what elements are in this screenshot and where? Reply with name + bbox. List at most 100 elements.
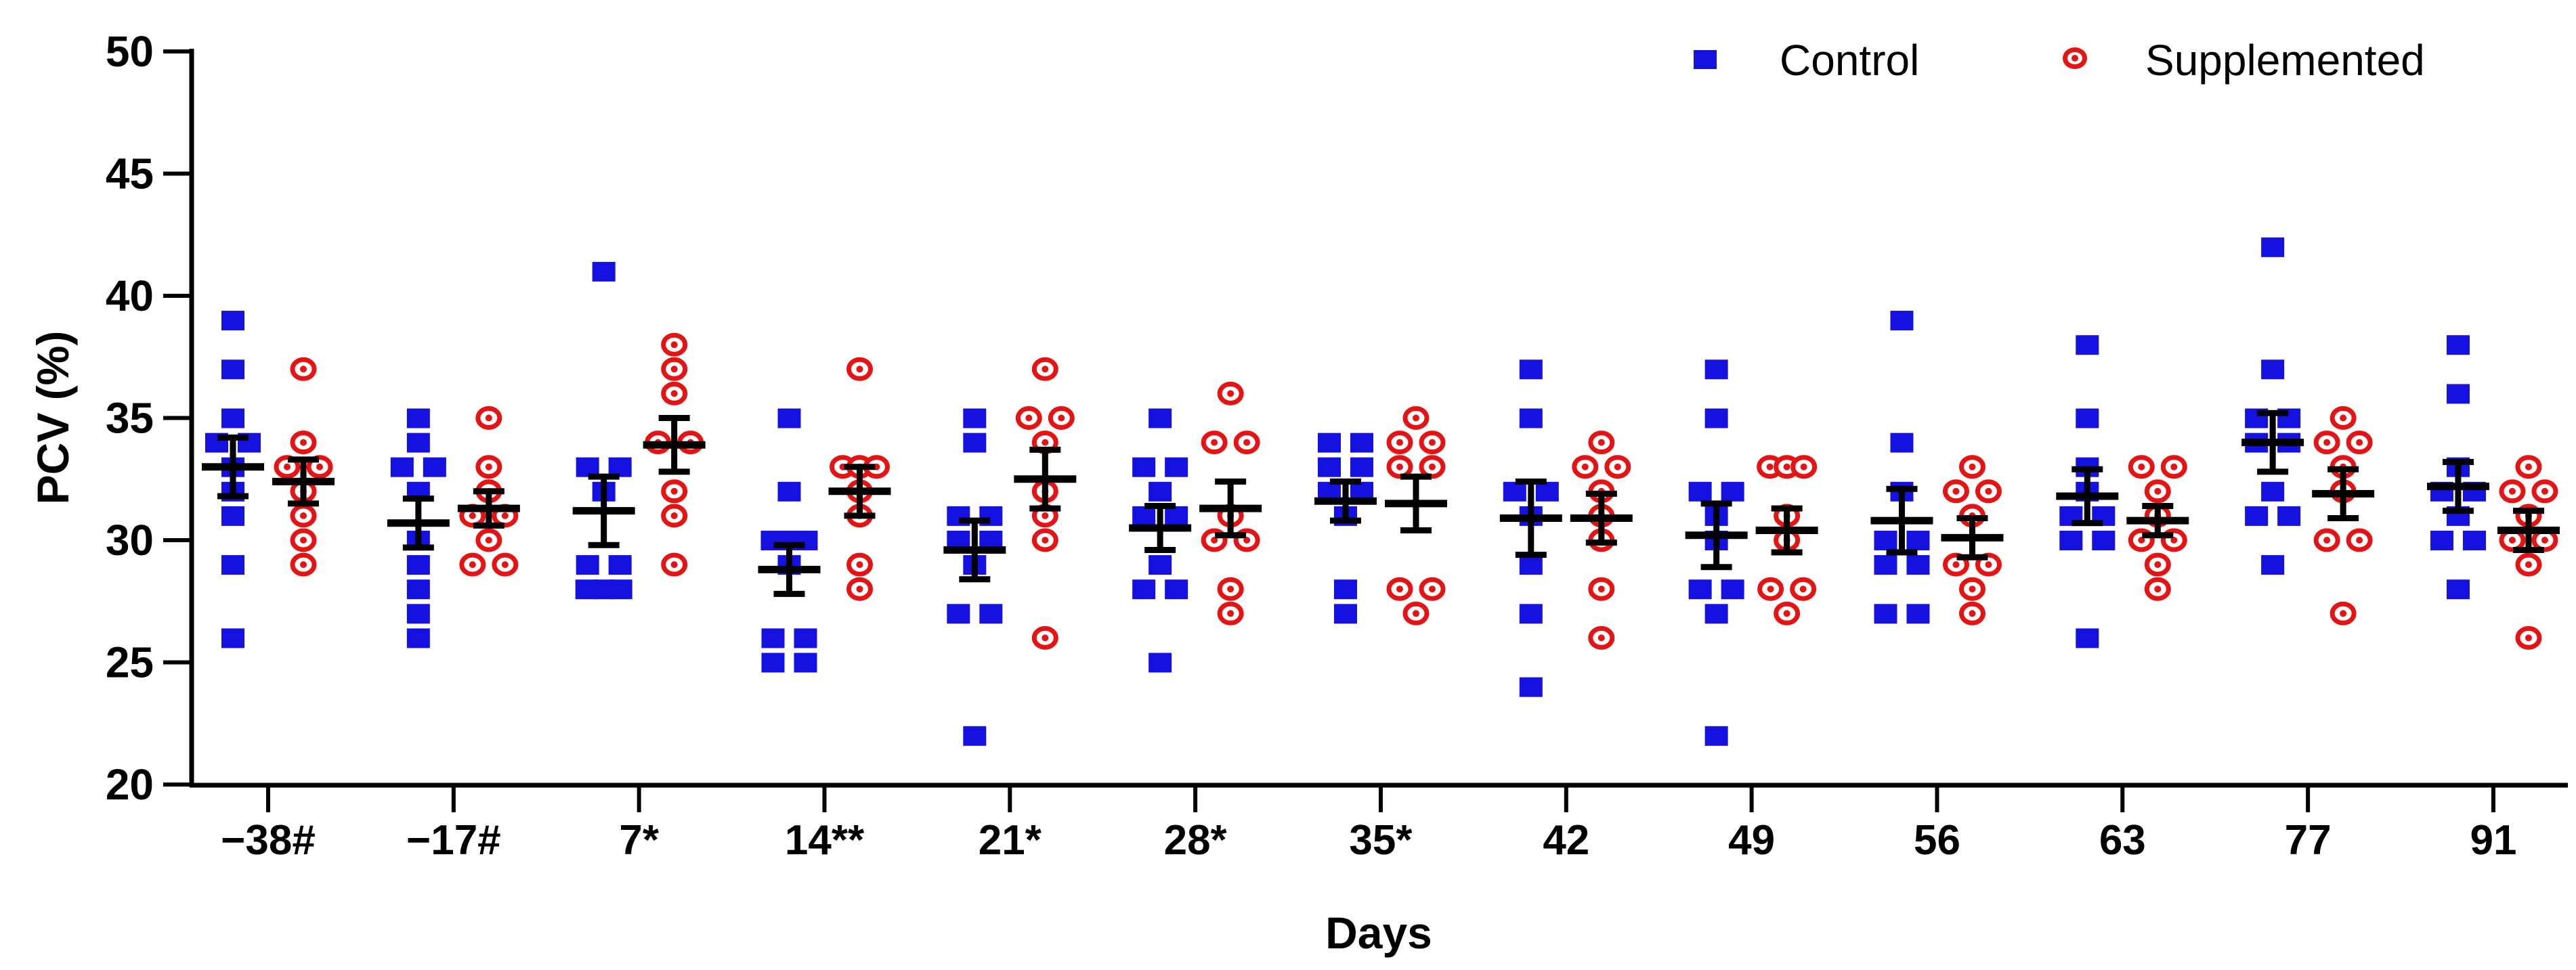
control-point	[2092, 531, 2116, 550]
supplemented-point-dot	[2525, 634, 2532, 642]
supplemented-point-dot	[2340, 414, 2347, 422]
control-point	[221, 555, 244, 575]
supplemented-point-dot	[1412, 414, 1419, 422]
control-point	[1704, 604, 1728, 624]
supplemented-point-dot	[1783, 610, 1790, 617]
supplemented-point-dot	[670, 366, 678, 373]
supplemented-point-dot	[2356, 537, 2363, 544]
control-point	[1704, 359, 1728, 380]
control-point	[2446, 335, 2470, 355]
control-point	[2245, 506, 2269, 526]
control-point	[2462, 531, 2486, 550]
control-point	[406, 604, 430, 624]
supplemented-point-dot	[856, 586, 863, 593]
control-point	[1688, 481, 1712, 502]
control-point	[1317, 457, 1341, 477]
supplemented-point-dot	[2323, 537, 2331, 544]
supplemented-point-dot	[1412, 610, 1419, 617]
supplemented-point-dot	[1985, 561, 1992, 569]
supplemented-point-dot	[2323, 439, 2331, 446]
control-point	[979, 604, 1003, 624]
supplemented-point-dot	[1211, 537, 1218, 544]
control-point	[1317, 433, 1341, 453]
control-point	[1149, 408, 1172, 428]
control-point	[1165, 457, 1188, 477]
control-point	[1149, 481, 1172, 502]
supplemented-point-dot	[1597, 586, 1605, 593]
x-tick-label-4: 21*	[979, 817, 1042, 864]
control-point	[777, 481, 801, 502]
control-point	[2430, 531, 2453, 550]
x-tick-label-11: 77	[2285, 817, 2332, 864]
supplemented-point-dot	[1042, 366, 1049, 373]
supplemented-point-dot	[469, 512, 476, 519]
control-point	[947, 604, 970, 624]
supplemented-point-dot	[670, 561, 678, 569]
y-tick-label-25: 25	[106, 638, 154, 687]
x-tick-label-2: 7*	[619, 817, 659, 864]
supplemented-point-dot	[1597, 634, 1605, 642]
control-point	[2446, 384, 2470, 404]
supplemented-point-dot	[2541, 537, 2548, 544]
control-point	[1350, 457, 1373, 477]
supplemented-point-dot	[469, 561, 476, 569]
supplemented-point-dot	[2170, 463, 2178, 470]
control-point	[592, 261, 616, 282]
supplemented-point-dot	[300, 439, 307, 446]
supplemented-point-dot	[1058, 414, 1065, 422]
control-point	[406, 408, 430, 428]
supplemented-point-dot	[670, 390, 678, 397]
control-point	[1890, 433, 1914, 453]
supplemented-point-dot	[1042, 439, 1049, 446]
control-point	[963, 726, 987, 746]
x-tick-label-1: −17#	[406, 817, 501, 864]
control-point	[2076, 628, 2099, 648]
y-tick-label-50: 50	[106, 27, 154, 76]
control-point	[1535, 481, 1559, 502]
x-axis-title: Days	[1325, 908, 1432, 958]
supplemented-point-dot	[1766, 463, 1774, 470]
control-point	[2261, 481, 2285, 502]
control-point	[2076, 408, 2099, 428]
supplemented-point-dot	[1211, 439, 1218, 446]
supplemented-point-dot	[856, 561, 863, 569]
control-point	[609, 579, 632, 600]
x-tick-label-8: 49	[1728, 817, 1775, 864]
control-point	[963, 433, 987, 453]
supplemented-point-dot	[1042, 537, 1049, 544]
control-point	[221, 506, 244, 526]
legend-label-control: Control	[1780, 36, 1920, 85]
x-tick-label-3: 14**	[785, 817, 865, 864]
supplemented-point-dot	[1800, 463, 1807, 470]
supplemented-point-dot	[1227, 610, 1235, 617]
control-point	[1874, 531, 1897, 550]
control-point	[1149, 555, 1172, 575]
control-point	[1721, 481, 1744, 502]
control-point	[1890, 311, 1914, 331]
control-point	[1132, 457, 1156, 477]
supplemented-point-dot	[1396, 439, 1403, 446]
control-point	[2261, 555, 2285, 575]
supplemented-point-dot	[2340, 610, 2347, 617]
supplemented-point-dot	[2154, 487, 2162, 495]
supplemented-point-dot	[1042, 512, 1049, 519]
control-point	[423, 457, 446, 477]
supplemented-point-dot	[670, 512, 678, 519]
y-tick-label-20: 20	[106, 760, 154, 809]
control-point	[390, 457, 414, 477]
control-point	[963, 408, 987, 428]
control-point	[1333, 579, 1357, 600]
supplemented-point-dot	[1985, 487, 1992, 495]
supplemented-point-dot	[856, 366, 863, 373]
control-point	[406, 433, 430, 453]
x-tick-label-10: 63	[2099, 817, 2146, 864]
control-point	[1333, 604, 1357, 624]
control-legend-marker-icon	[1694, 50, 1717, 69]
control-point	[221, 311, 244, 331]
control-point	[221, 359, 244, 380]
control-point	[2446, 579, 2470, 600]
supplemented-point-dot	[501, 561, 509, 569]
control-point	[1906, 555, 1930, 575]
control-point	[406, 579, 430, 600]
supplemented-point-dot	[300, 537, 307, 544]
